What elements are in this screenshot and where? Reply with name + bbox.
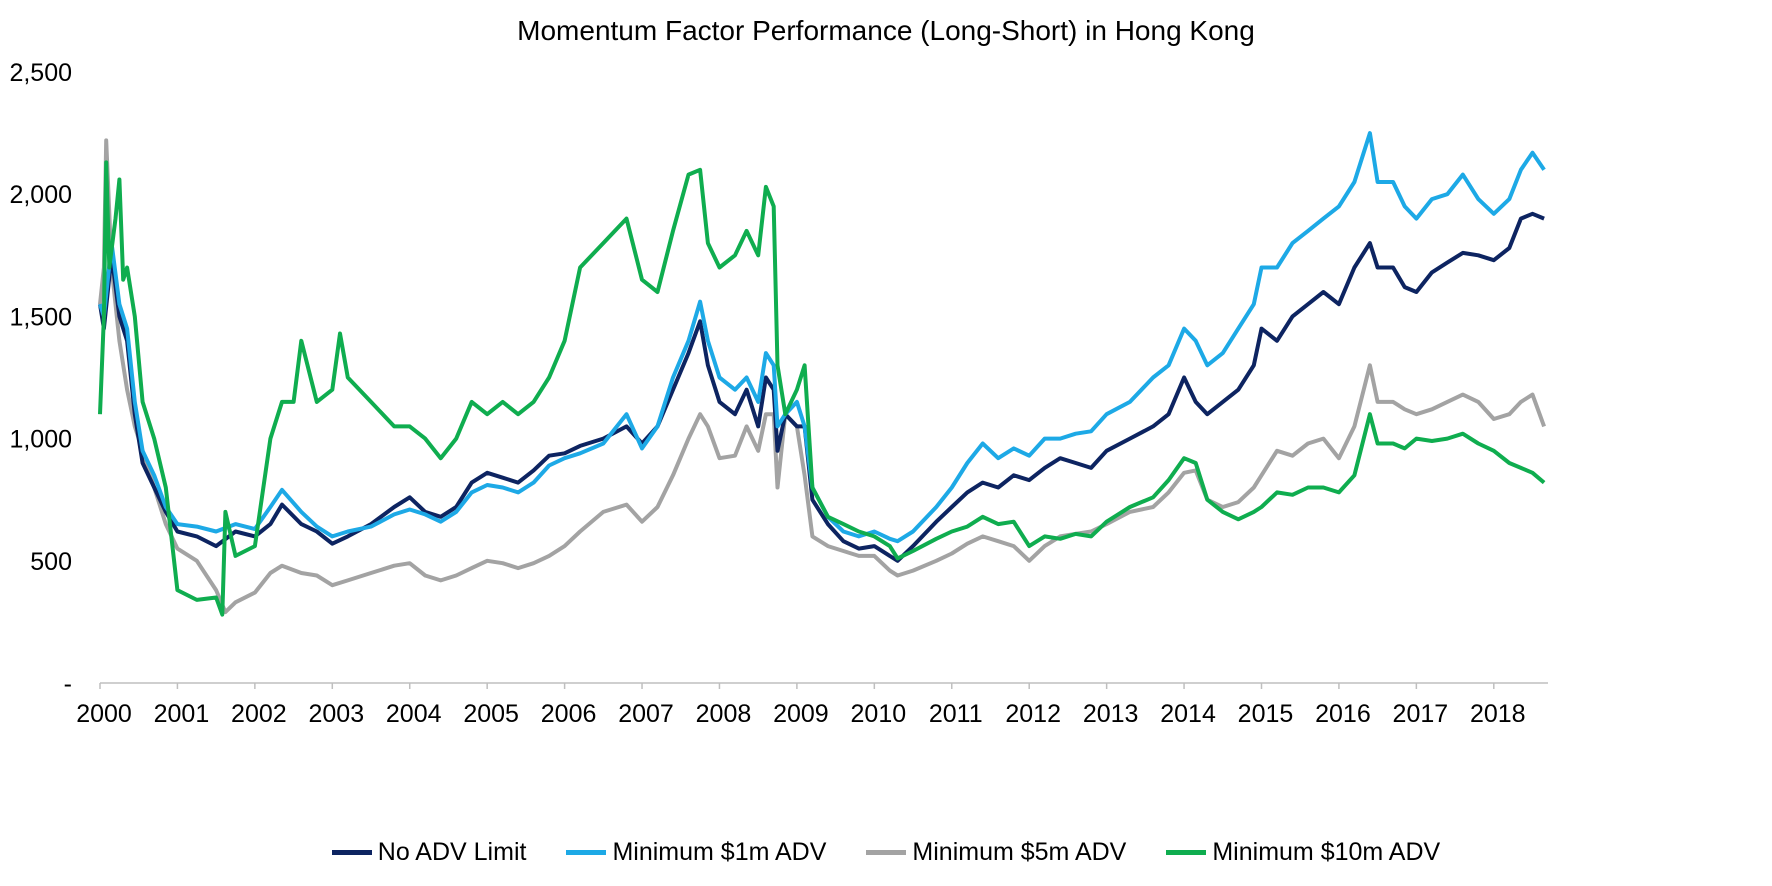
legend-swatch (866, 850, 907, 855)
x-tick-label: 2013 (1083, 700, 1139, 728)
legend-swatch (566, 850, 607, 855)
legend-item: Minimum $1m ADV (566, 838, 826, 867)
series-line-minimum-1m-adv (98, 131, 1546, 544)
legend-item: No ADV Limit (331, 838, 527, 867)
x-tick-label: 2002 (231, 700, 287, 728)
legend-item: Minimum $10m ADV (1166, 838, 1440, 867)
x-tick-label: 2018 (1470, 700, 1526, 728)
legend-swatch (1166, 850, 1207, 855)
x-tick-label: 2016 (1315, 700, 1371, 728)
x-tick-label: 2017 (1393, 700, 1449, 728)
x-tick-label: 2000 (76, 700, 132, 728)
legend: No ADV Limit Minimum $1m ADV Minimum $5m A… (0, 838, 1772, 867)
y-tick-label: 1,000 (9, 426, 72, 454)
legend-label: Minimum $10m ADV (1212, 838, 1441, 866)
x-tick-label: 2001 (154, 700, 210, 728)
legend-label: Minimum $5m ADV (912, 838, 1127, 866)
y-tick-label: 1,500 (9, 303, 72, 331)
legend-swatch (331, 850, 372, 855)
y-axis-ticks: - 500 1,000 1,500 2,000 2,500 (9, 59, 72, 698)
x-tick-label: 2003 (308, 700, 364, 728)
x-tick-label: 2014 (1160, 700, 1216, 728)
x-tick-label: 2011 (929, 700, 983, 728)
series-line-minimum-5m-adv (98, 138, 1546, 615)
y-tick-label: 2,000 (9, 181, 72, 209)
x-tick-label: 2012 (1005, 700, 1061, 728)
x-tick-label: 2010 (851, 700, 907, 728)
x-tick-label: 2007 (618, 700, 674, 728)
x-tick-label: 2009 (773, 700, 829, 728)
y-tick-label: 500 (30, 548, 72, 576)
series-line-minimum-10m-adv (98, 160, 1546, 617)
x-tick-label: 2006 (541, 700, 597, 728)
y-tick-label: - (64, 670, 72, 698)
legend-label: No ADV Limit (377, 838, 527, 866)
x-tick-label: 2008 (696, 700, 752, 728)
chart-title: Momentum Factor Performance (Long-Short)… (517, 15, 1255, 46)
x-axis: 2000 2001 2002 2003 2004 2005 2006 2007 2008 2009… (76, 682, 1548, 728)
legend-label: Minimum $1m ADV (612, 838, 827, 866)
legend-item: Minimum $5m ADV (866, 838, 1126, 867)
y-tick-label: 2,500 (9, 59, 72, 87)
x-tick-label: 2005 (463, 700, 519, 728)
x-tick-label: 2004 (386, 700, 442, 728)
series-lines (98, 131, 1546, 617)
series-line-no-adv-limit (98, 211, 1545, 563)
x-tick-label: 2015 (1238, 700, 1294, 728)
